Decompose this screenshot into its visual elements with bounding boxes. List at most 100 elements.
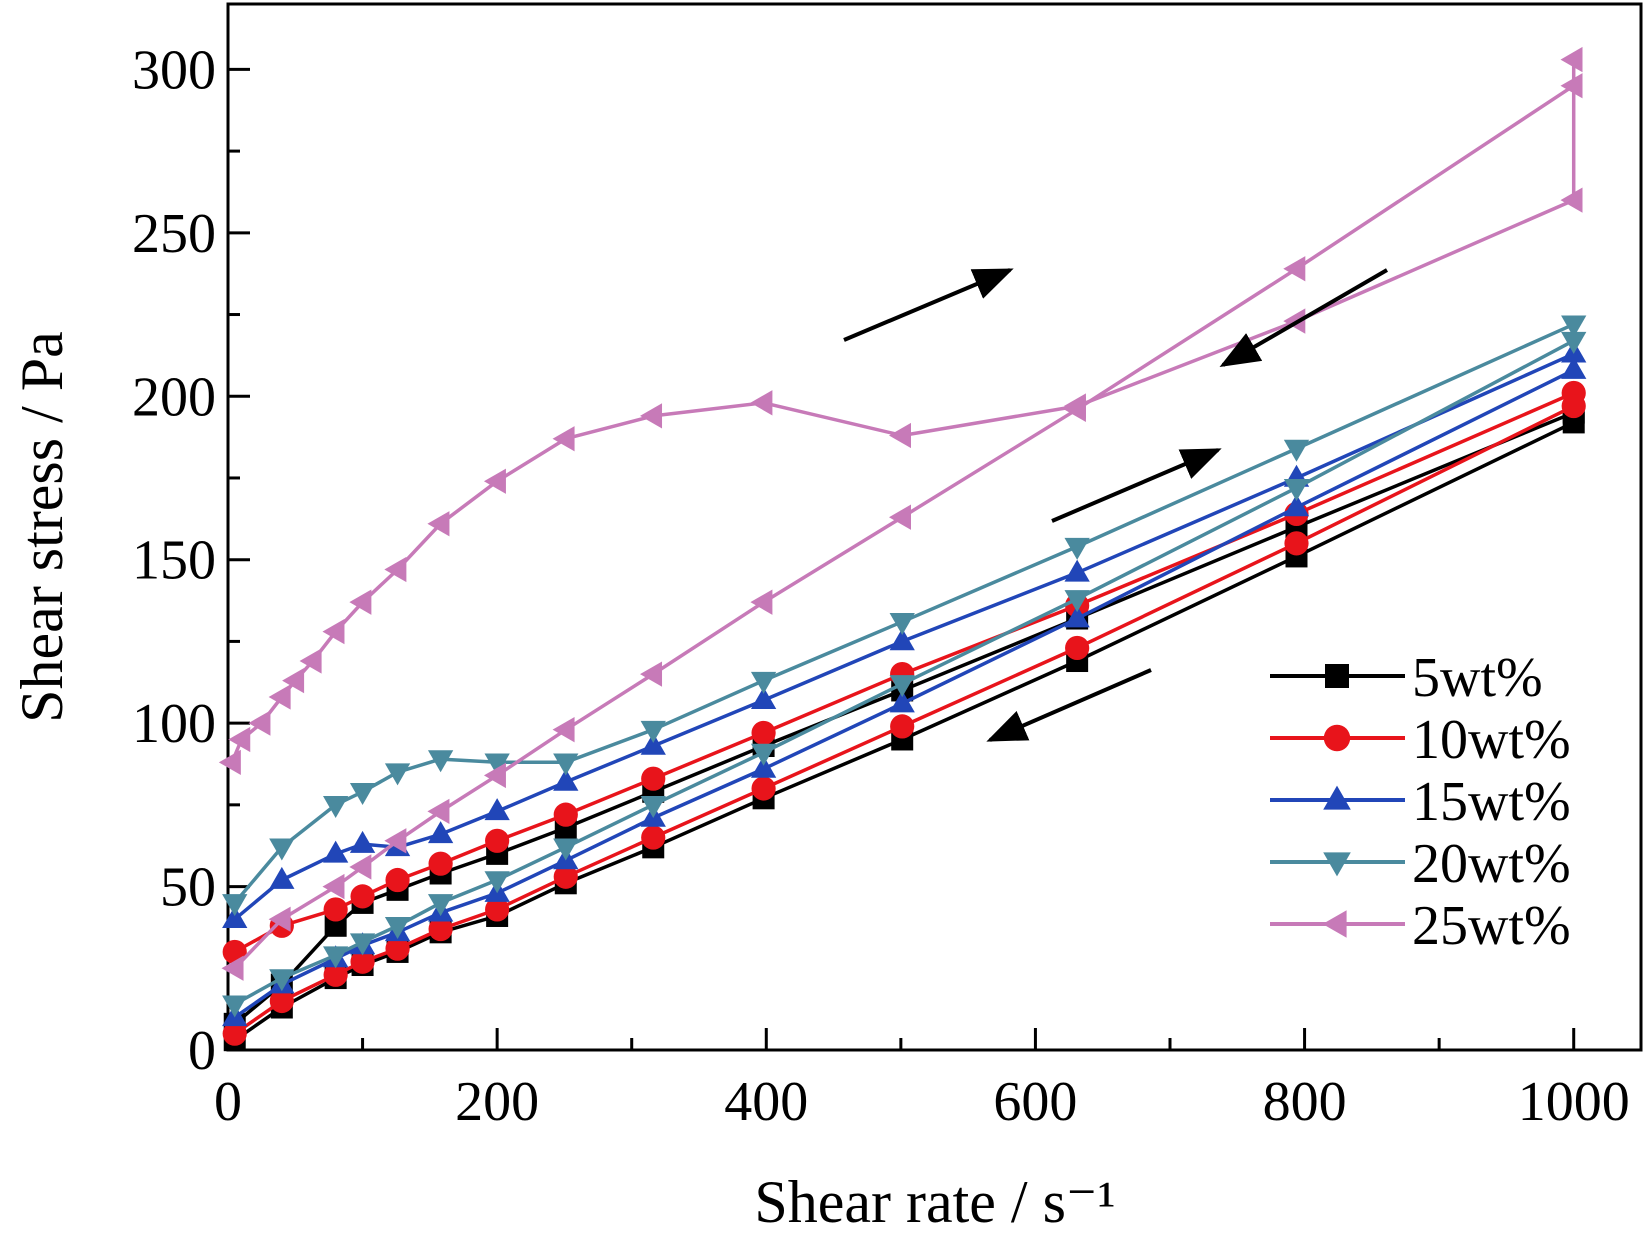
data-point [750,589,773,615]
data-point [427,821,454,844]
data-point [1560,46,1583,73]
data-point [890,714,915,739]
data-point [750,755,777,778]
x-tick-label: 400 [724,1071,808,1133]
y-tick-label: 50 [160,857,216,919]
data-point [268,684,291,710]
legend-label: 5wt% [1412,647,1543,709]
series-10wtpct [222,380,1586,1046]
data-point [299,648,322,674]
direction-arrow [1219,268,1389,368]
data-point [1064,605,1090,628]
data-point [1283,308,1306,334]
y-tick-label: 200 [132,366,216,428]
series-line-up [230,59,1576,763]
data-point [750,687,777,710]
data-point [484,871,510,894]
data-point [248,710,271,736]
legend-label: 20wt% [1412,833,1571,895]
data-point [282,667,305,694]
data-point [384,763,411,786]
data-point [427,511,450,537]
data-point [324,914,347,937]
legend-item: 5wt% [1270,647,1543,709]
data-point [1323,785,1351,810]
legend-item: 15wt% [1270,771,1571,833]
data-point [349,854,372,880]
legend-item: 10wt% [1270,709,1571,771]
data-point [889,504,912,530]
data-point [427,798,450,825]
data-point [384,556,407,583]
x-axis-title: Shear rate / s⁻¹ [754,1169,1115,1234]
data-point [640,403,663,429]
y-tick-label: 150 [132,530,216,592]
plot-frame [226,2,1643,1052]
data-point [385,867,410,893]
data-point [349,782,376,805]
data-point [751,776,776,801]
data-point [485,828,510,853]
data-point [269,866,295,889]
data-point [750,390,773,416]
data-point [1561,356,1587,379]
data-point [427,750,454,773]
data-point [1284,531,1309,556]
data-point [889,690,915,713]
data-point [1063,396,1086,422]
data-point [384,828,407,854]
y-tick-label: 250 [132,203,216,265]
data-point [1323,724,1351,752]
data-point [428,916,453,942]
data-point [221,955,244,981]
data-point [889,612,915,635]
y-tick-label: 0 [188,1020,216,1082]
x-tick-label: 0 [214,1071,242,1133]
data-point [228,726,251,753]
direction-arrow [986,668,1152,742]
data-point [1065,635,1090,661]
data-point [484,753,510,776]
data-point [1064,537,1090,560]
x-tick-label: 600 [993,1071,1077,1133]
series-25wtpct [218,46,1583,981]
data-point [1560,187,1583,213]
data-point [640,732,666,755]
data-point [323,962,348,987]
data-point [322,873,345,900]
legend: 5wt%10wt%15wt%20wt%25wt% [1270,647,1571,957]
series-20wtpct [222,315,1587,1018]
data-point [483,468,506,494]
data-point [552,426,575,452]
data-point [553,802,578,827]
data-point [640,661,663,687]
data-point [1323,852,1351,877]
data-point [349,933,376,956]
data-point [1283,494,1310,517]
data-point [483,762,506,789]
y-tick-label: 100 [132,693,216,755]
legend-item: 25wt% [1270,895,1571,957]
legend-label: 10wt% [1412,709,1571,771]
data-point [1283,256,1306,282]
plot-area [226,2,1643,1052]
legend-label: 15wt% [1412,771,1571,833]
data-point [269,969,295,992]
data-point [349,589,372,615]
series-layer [218,46,1587,1052]
data-point [889,675,915,698]
data-point [428,851,453,876]
data-point [384,916,411,939]
x-tick-label: 1000 [1518,1071,1630,1133]
y-axis-title: Shear stress / Pa [9,331,75,723]
data-point [269,988,294,1014]
data-point [1064,590,1090,613]
axis-ticks: 0 200 400 600 800 1000 0 50 100 150 200 250 300 [132,39,1630,1133]
data-point [322,618,345,645]
data-point [350,884,375,909]
data-point [1325,664,1349,688]
direction-arrow [1051,448,1222,523]
data-point [889,422,912,449]
data-point [222,995,248,1018]
